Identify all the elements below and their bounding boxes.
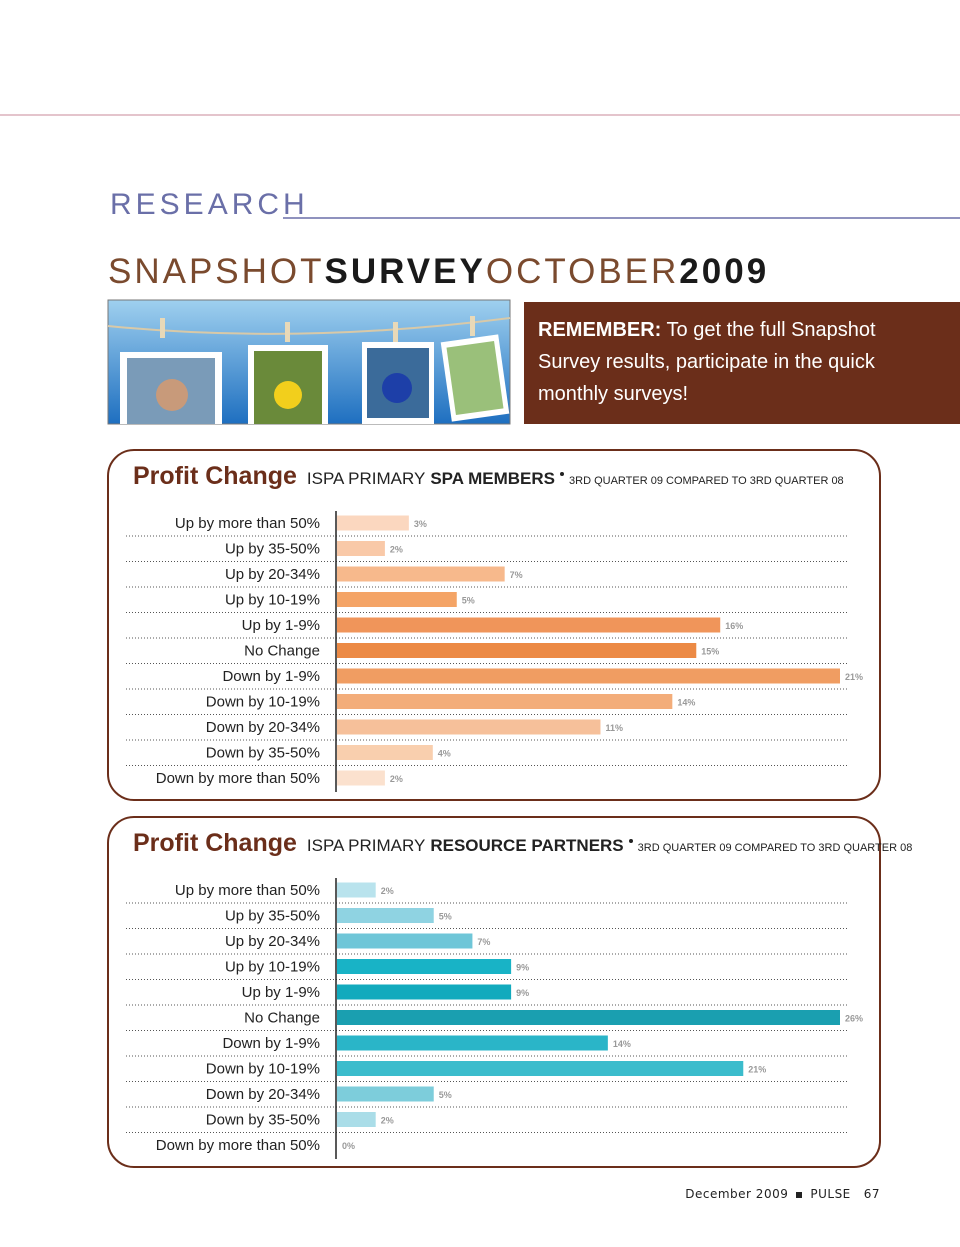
callout-lead: REMEMBER: [538, 319, 662, 341]
value-label: 21% [748, 1065, 766, 1075]
chart-header: Profit Change ISPA PRIMARY SPA MEMBERS 3RD … [133, 462, 844, 491]
bar [337, 745, 433, 760]
separator [628, 839, 633, 843]
value-label: 5% [462, 596, 475, 606]
bar [337, 1035, 608, 1051]
footer: December 2009 PULSE 67 [685, 1187, 880, 1201]
value-label: 9% [516, 988, 529, 998]
value-label: 2% [381, 886, 394, 896]
title-part: SNAPSHOT [108, 252, 325, 291]
category-label: Up by 1-9% [242, 617, 320, 634]
bar [337, 908, 434, 923]
bar [337, 933, 473, 949]
category-label: Up by more than 50% [175, 882, 320, 899]
section-label: RESEARCH [110, 188, 309, 221]
bar [337, 1086, 434, 1102]
value-label: 2% [390, 545, 403, 555]
value-label: 14% [613, 1039, 631, 1049]
value-label: 26% [845, 1014, 863, 1024]
bar [337, 1061, 744, 1076]
photo-strip [107, 299, 511, 425]
bar [337, 1010, 840, 1025]
bar [337, 719, 601, 735]
category-label: No Change [244, 643, 320, 660]
category-label: Up by 35-50% [225, 908, 320, 925]
footer-date: December 2009 [685, 1187, 789, 1201]
value-label: 7% [510, 570, 523, 580]
chart-subtitle: ISPA PRIMARY [306, 469, 426, 488]
category-label: Down by 20-34% [206, 719, 320, 736]
value-label: 4% [438, 749, 451, 759]
category-label: No Change [244, 1010, 320, 1027]
value-label: 21% [845, 672, 863, 682]
value-label: 15% [701, 647, 719, 657]
chart-note: 3RD QUARTER 09 COMPARED TO 3RD QUARTER 0… [637, 842, 913, 854]
chart-group: SPA MEMBERS [430, 469, 556, 488]
category-label: Down by 1-9% [222, 1035, 320, 1052]
callout-text: To get the full Snapshot Survey results,… [538, 319, 876, 405]
category-label: Up by 10-19% [225, 959, 320, 976]
bar [337, 694, 673, 709]
footer-page: 67 [863, 1187, 880, 1201]
category-label: Down by 35-50% [206, 1112, 320, 1129]
callout: REMEMBER: To get the full Snapshot Surve… [524, 302, 960, 424]
category-label: Down by 35-50% [206, 745, 320, 762]
bar [337, 515, 409, 531]
bar [337, 984, 512, 1000]
title-part: OCTOBER [485, 252, 680, 291]
chart-note: 3RD QUARTER 09 COMPARED TO 3RD QUARTER 0… [569, 475, 844, 487]
category-label: Down by more than 50% [156, 1137, 320, 1154]
separator [796, 1192, 803, 1198]
value-label: 7% [477, 937, 490, 947]
bar [337, 541, 385, 556]
value-label: 2% [390, 774, 403, 784]
value-label: 2% [381, 1116, 394, 1126]
chart-title: Profit Change [133, 829, 297, 857]
title-part: 2009 [679, 252, 770, 291]
chart-group: RESOURCE PARTNERS [430, 836, 624, 855]
page-title: SNAPSHOTSURVEYOCTOBER2009 [108, 252, 769, 292]
category-label: Down by 10-19% [206, 1061, 320, 1078]
chart-header: Profit Change ISPA PRIMARY RESOURCE PARTNE… [133, 829, 912, 858]
value-label: 5% [439, 912, 452, 922]
value-label: 14% [677, 698, 695, 708]
chart-subtitle: ISPA PRIMARY [306, 836, 426, 855]
separator [560, 472, 565, 476]
category-label: Up by 1-9% [242, 984, 320, 1001]
category-label: Down by 1-9% [222, 668, 320, 685]
bar [337, 617, 721, 633]
bar [337, 1112, 376, 1127]
category-label: Down by 20-34% [206, 1086, 320, 1103]
category-label: Up by 20-34% [225, 566, 320, 583]
category-label: Down by more than 50% [156, 770, 320, 787]
value-label: 9% [516, 963, 529, 973]
value-label: 3% [414, 519, 427, 529]
value-label: 5% [439, 1090, 452, 1100]
chart-title: Profit Change [133, 462, 297, 490]
bar [337, 566, 505, 582]
category-label: Up by 20-34% [225, 933, 320, 950]
value-label: 0% [342, 1141, 355, 1151]
bar [337, 643, 697, 658]
bar [337, 770, 385, 786]
bar [337, 668, 840, 684]
title-part: SURVEY [324, 252, 486, 291]
value-label: 16% [725, 621, 743, 631]
category-label: Up by more than 50% [175, 515, 320, 532]
category-label: Up by 10-19% [225, 592, 320, 609]
value-label: 11% [605, 723, 623, 733]
category-label: Up by 35-50% [225, 541, 320, 558]
category-label: Down by 10-19% [206, 694, 320, 711]
bar [337, 592, 457, 607]
footer-magazine: PULSE [810, 1187, 851, 1201]
chart-frame [107, 816, 881, 1168]
bar [337, 882, 376, 898]
bar [337, 959, 512, 974]
chart-frame [107, 449, 881, 801]
